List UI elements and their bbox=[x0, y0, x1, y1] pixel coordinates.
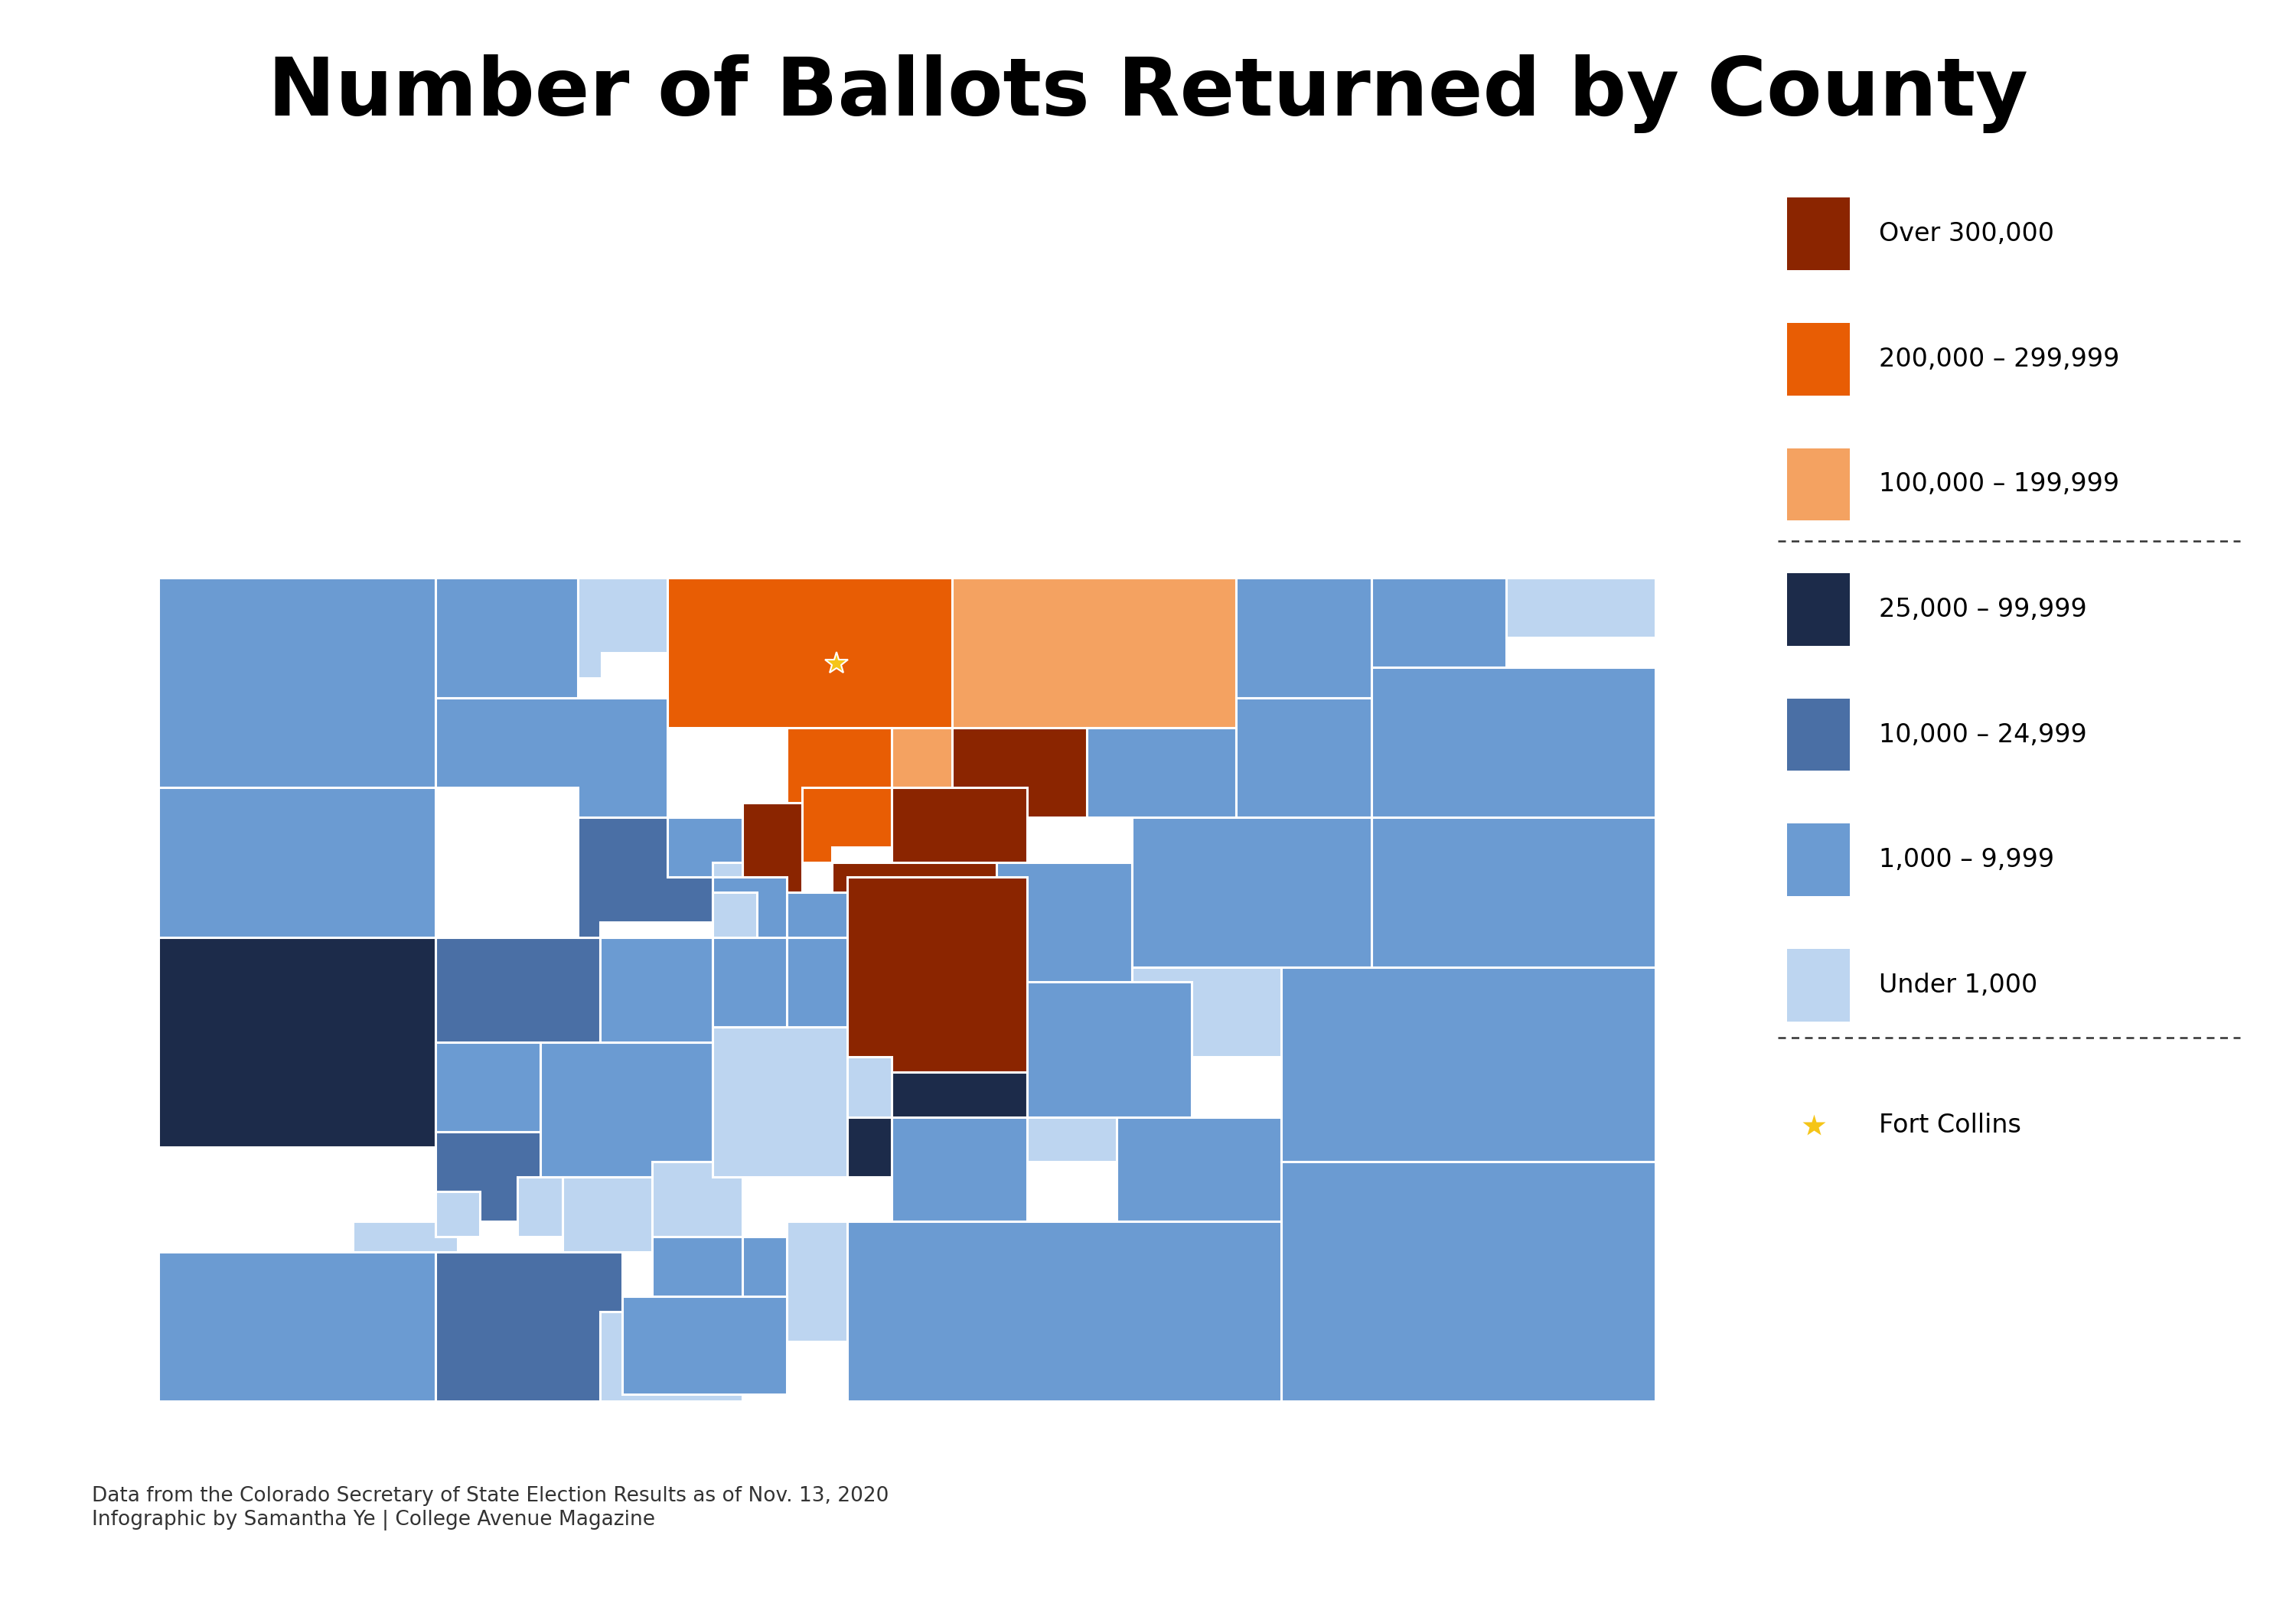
Polygon shape bbox=[1371, 579, 1506, 667]
Polygon shape bbox=[1235, 697, 1371, 818]
Polygon shape bbox=[158, 787, 436, 937]
Polygon shape bbox=[436, 1252, 622, 1401]
Polygon shape bbox=[622, 1297, 788, 1393]
Polygon shape bbox=[831, 863, 996, 996]
Polygon shape bbox=[712, 863, 742, 877]
Polygon shape bbox=[652, 1237, 788, 1326]
Polygon shape bbox=[599, 1311, 742, 1401]
Polygon shape bbox=[1506, 579, 1655, 638]
Polygon shape bbox=[847, 1221, 1281, 1401]
Polygon shape bbox=[788, 1221, 847, 1342]
Text: 200,000 – 299,999: 200,000 – 299,999 bbox=[1878, 347, 2119, 371]
Polygon shape bbox=[847, 877, 1026, 1072]
Polygon shape bbox=[1235, 579, 1371, 697]
Polygon shape bbox=[563, 1176, 652, 1252]
Polygon shape bbox=[158, 937, 436, 1147]
Polygon shape bbox=[1371, 667, 1655, 818]
Polygon shape bbox=[436, 1041, 540, 1131]
Polygon shape bbox=[668, 579, 953, 787]
Text: Data from the Colorado Secretary of State Election Results as of Nov. 13, 2020
I: Data from the Colorado Secretary of Stat… bbox=[92, 1486, 889, 1530]
Polygon shape bbox=[668, 818, 742, 877]
Polygon shape bbox=[742, 802, 801, 892]
Polygon shape bbox=[1086, 728, 1235, 818]
Text: Over 300,000: Over 300,000 bbox=[1878, 222, 2055, 246]
Polygon shape bbox=[712, 937, 788, 1027]
Polygon shape bbox=[1281, 1162, 1655, 1401]
Polygon shape bbox=[579, 818, 712, 937]
Polygon shape bbox=[1371, 818, 1655, 967]
Polygon shape bbox=[436, 1192, 480, 1237]
Polygon shape bbox=[158, 579, 436, 787]
Polygon shape bbox=[742, 818, 788, 863]
FancyBboxPatch shape bbox=[1786, 574, 1851, 646]
FancyBboxPatch shape bbox=[1786, 448, 1851, 521]
FancyBboxPatch shape bbox=[1786, 198, 1851, 270]
Polygon shape bbox=[652, 1162, 742, 1237]
Polygon shape bbox=[1281, 967, 1655, 1162]
Text: Fort Collins: Fort Collins bbox=[1878, 1112, 2020, 1138]
Polygon shape bbox=[599, 937, 712, 1041]
FancyBboxPatch shape bbox=[1786, 824, 1851, 897]
Polygon shape bbox=[1026, 1072, 1116, 1162]
Text: 10,000 – 24,999: 10,000 – 24,999 bbox=[1878, 722, 2087, 747]
Polygon shape bbox=[436, 1131, 563, 1221]
Polygon shape bbox=[996, 863, 1132, 996]
Polygon shape bbox=[891, 1117, 1026, 1221]
Text: Under 1,000: Under 1,000 bbox=[1878, 972, 2037, 998]
Polygon shape bbox=[788, 728, 891, 802]
Text: 25,000 – 99,999: 25,000 – 99,999 bbox=[1878, 596, 2087, 622]
Polygon shape bbox=[354, 1221, 457, 1311]
Polygon shape bbox=[1132, 818, 1371, 967]
Polygon shape bbox=[1132, 967, 1371, 1057]
Polygon shape bbox=[579, 579, 668, 678]
Polygon shape bbox=[712, 1027, 847, 1176]
Polygon shape bbox=[1026, 982, 1192, 1117]
Polygon shape bbox=[354, 1311, 436, 1387]
Polygon shape bbox=[742, 1237, 831, 1326]
Polygon shape bbox=[517, 1176, 579, 1237]
Polygon shape bbox=[788, 892, 847, 937]
FancyBboxPatch shape bbox=[1786, 323, 1851, 395]
Polygon shape bbox=[788, 937, 891, 1041]
Polygon shape bbox=[158, 1252, 436, 1401]
Polygon shape bbox=[436, 579, 579, 697]
FancyBboxPatch shape bbox=[1786, 699, 1851, 771]
FancyBboxPatch shape bbox=[1786, 948, 1851, 1022]
Polygon shape bbox=[1116, 1117, 1281, 1221]
Text: 100,000 – 199,999: 100,000 – 199,999 bbox=[1878, 472, 2119, 497]
Polygon shape bbox=[953, 728, 1086, 818]
Polygon shape bbox=[953, 579, 1235, 787]
Polygon shape bbox=[436, 937, 599, 1041]
Polygon shape bbox=[891, 787, 1026, 877]
Polygon shape bbox=[891, 728, 953, 787]
Text: Number of Ballots Returned by County: Number of Ballots Returned by County bbox=[269, 55, 2027, 133]
Polygon shape bbox=[712, 892, 758, 937]
Polygon shape bbox=[436, 697, 668, 818]
Polygon shape bbox=[801, 787, 891, 863]
Text: 1,000 – 9,999: 1,000 – 9,999 bbox=[1878, 847, 2055, 873]
Polygon shape bbox=[847, 1057, 891, 1117]
Polygon shape bbox=[540, 1041, 712, 1176]
Polygon shape bbox=[712, 877, 788, 967]
Polygon shape bbox=[847, 1072, 1026, 1176]
